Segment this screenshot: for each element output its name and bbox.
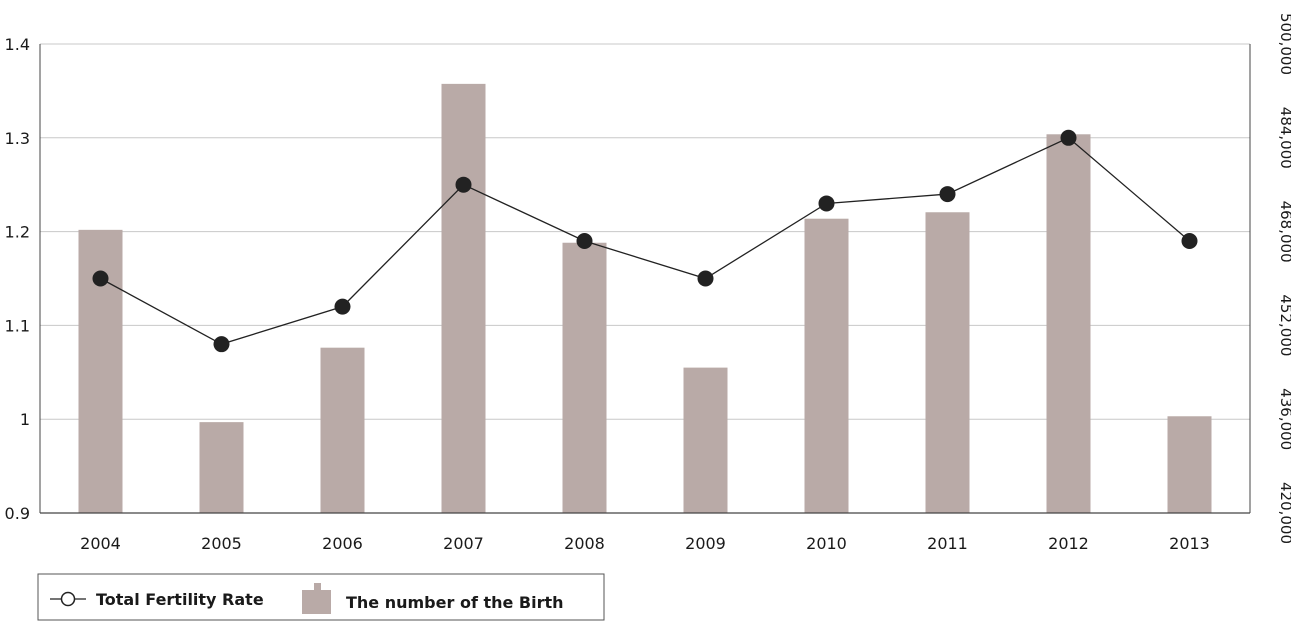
right-tick-label: 500,000 (1277, 13, 1291, 75)
bar-2011 (925, 212, 970, 513)
left-tick-label: 1 (20, 410, 30, 429)
left-tick-label: 0.9 (5, 504, 30, 523)
point-2013 (1181, 232, 1198, 249)
x-tick-label: 2005 (201, 534, 242, 553)
point-2010 (818, 195, 835, 212)
point-2005 (213, 336, 230, 353)
legend-label-births: The number of the Birth (346, 593, 564, 612)
right-tick-label: 420,000 (1277, 482, 1291, 544)
x-tick-label: 2010 (806, 534, 847, 553)
left-axis-ticks: 0.9 1 1.1 1.2 1.3 1.4 (5, 35, 30, 523)
x-tick-label: 2008 (564, 534, 605, 553)
bar-2007 (441, 83, 486, 514)
x-tick-label: 2006 (322, 534, 363, 553)
point-2004 (92, 270, 109, 287)
point-2011 (939, 186, 956, 203)
x-tick-label: 2011 (927, 534, 968, 553)
fertility-line (100, 137, 1190, 345)
right-axis-ticks: 420,000 436,000 452,000 468,000 484,000 500,0… (1277, 13, 1291, 544)
legend-item-fertility: Total Fertility Rate (50, 590, 264, 609)
point-2007 (455, 176, 472, 193)
legend-bar-icon (302, 583, 331, 614)
x-tick-label: 2007 (443, 534, 484, 553)
left-tick-label: 1.1 (5, 316, 30, 335)
axes (39, 44, 1251, 514)
bar-2005 (199, 422, 244, 513)
bar-2013 (1167, 416, 1212, 513)
left-tick-label: 1.2 (5, 223, 30, 242)
legend: Total Fertility Rate The number of the B… (37, 573, 605, 621)
x-tick-label: 2009 (685, 534, 726, 553)
right-tick-label: 484,000 (1277, 107, 1291, 169)
right-tick-label: 436,000 (1277, 388, 1291, 450)
point-2009 (697, 270, 714, 287)
x-axis-ticks: 2004 2005 2006 2007 2008 2009 2010 2011 2012 2013 (80, 534, 1210, 553)
point-2012 (1060, 129, 1077, 146)
bar-2010 (804, 218, 849, 513)
bar-2012 (1046, 134, 1091, 513)
line-series (92, 129, 1198, 353)
bar-2009 (683, 367, 728, 513)
legend-label-fertility: Total Fertility Rate (96, 590, 264, 609)
bar-2008 (562, 242, 607, 513)
legend-item-births: The number of the Birth (302, 583, 564, 614)
right-tick-label: 468,000 (1277, 201, 1291, 263)
point-2008 (576, 232, 593, 249)
bar-2006 (320, 347, 365, 513)
legend-circle-marker-icon (60, 591, 76, 607)
x-tick-label: 2013 (1169, 534, 1210, 553)
x-tick-label: 2012 (1048, 534, 1089, 553)
right-tick-label: 452,000 (1277, 294, 1291, 356)
point-2006 (334, 298, 351, 315)
left-tick-label: 1.3 (5, 129, 30, 148)
bar-series (78, 83, 1212, 514)
left-tick-label: 1.4 (5, 35, 30, 54)
x-tick-label: 2004 (80, 534, 121, 553)
